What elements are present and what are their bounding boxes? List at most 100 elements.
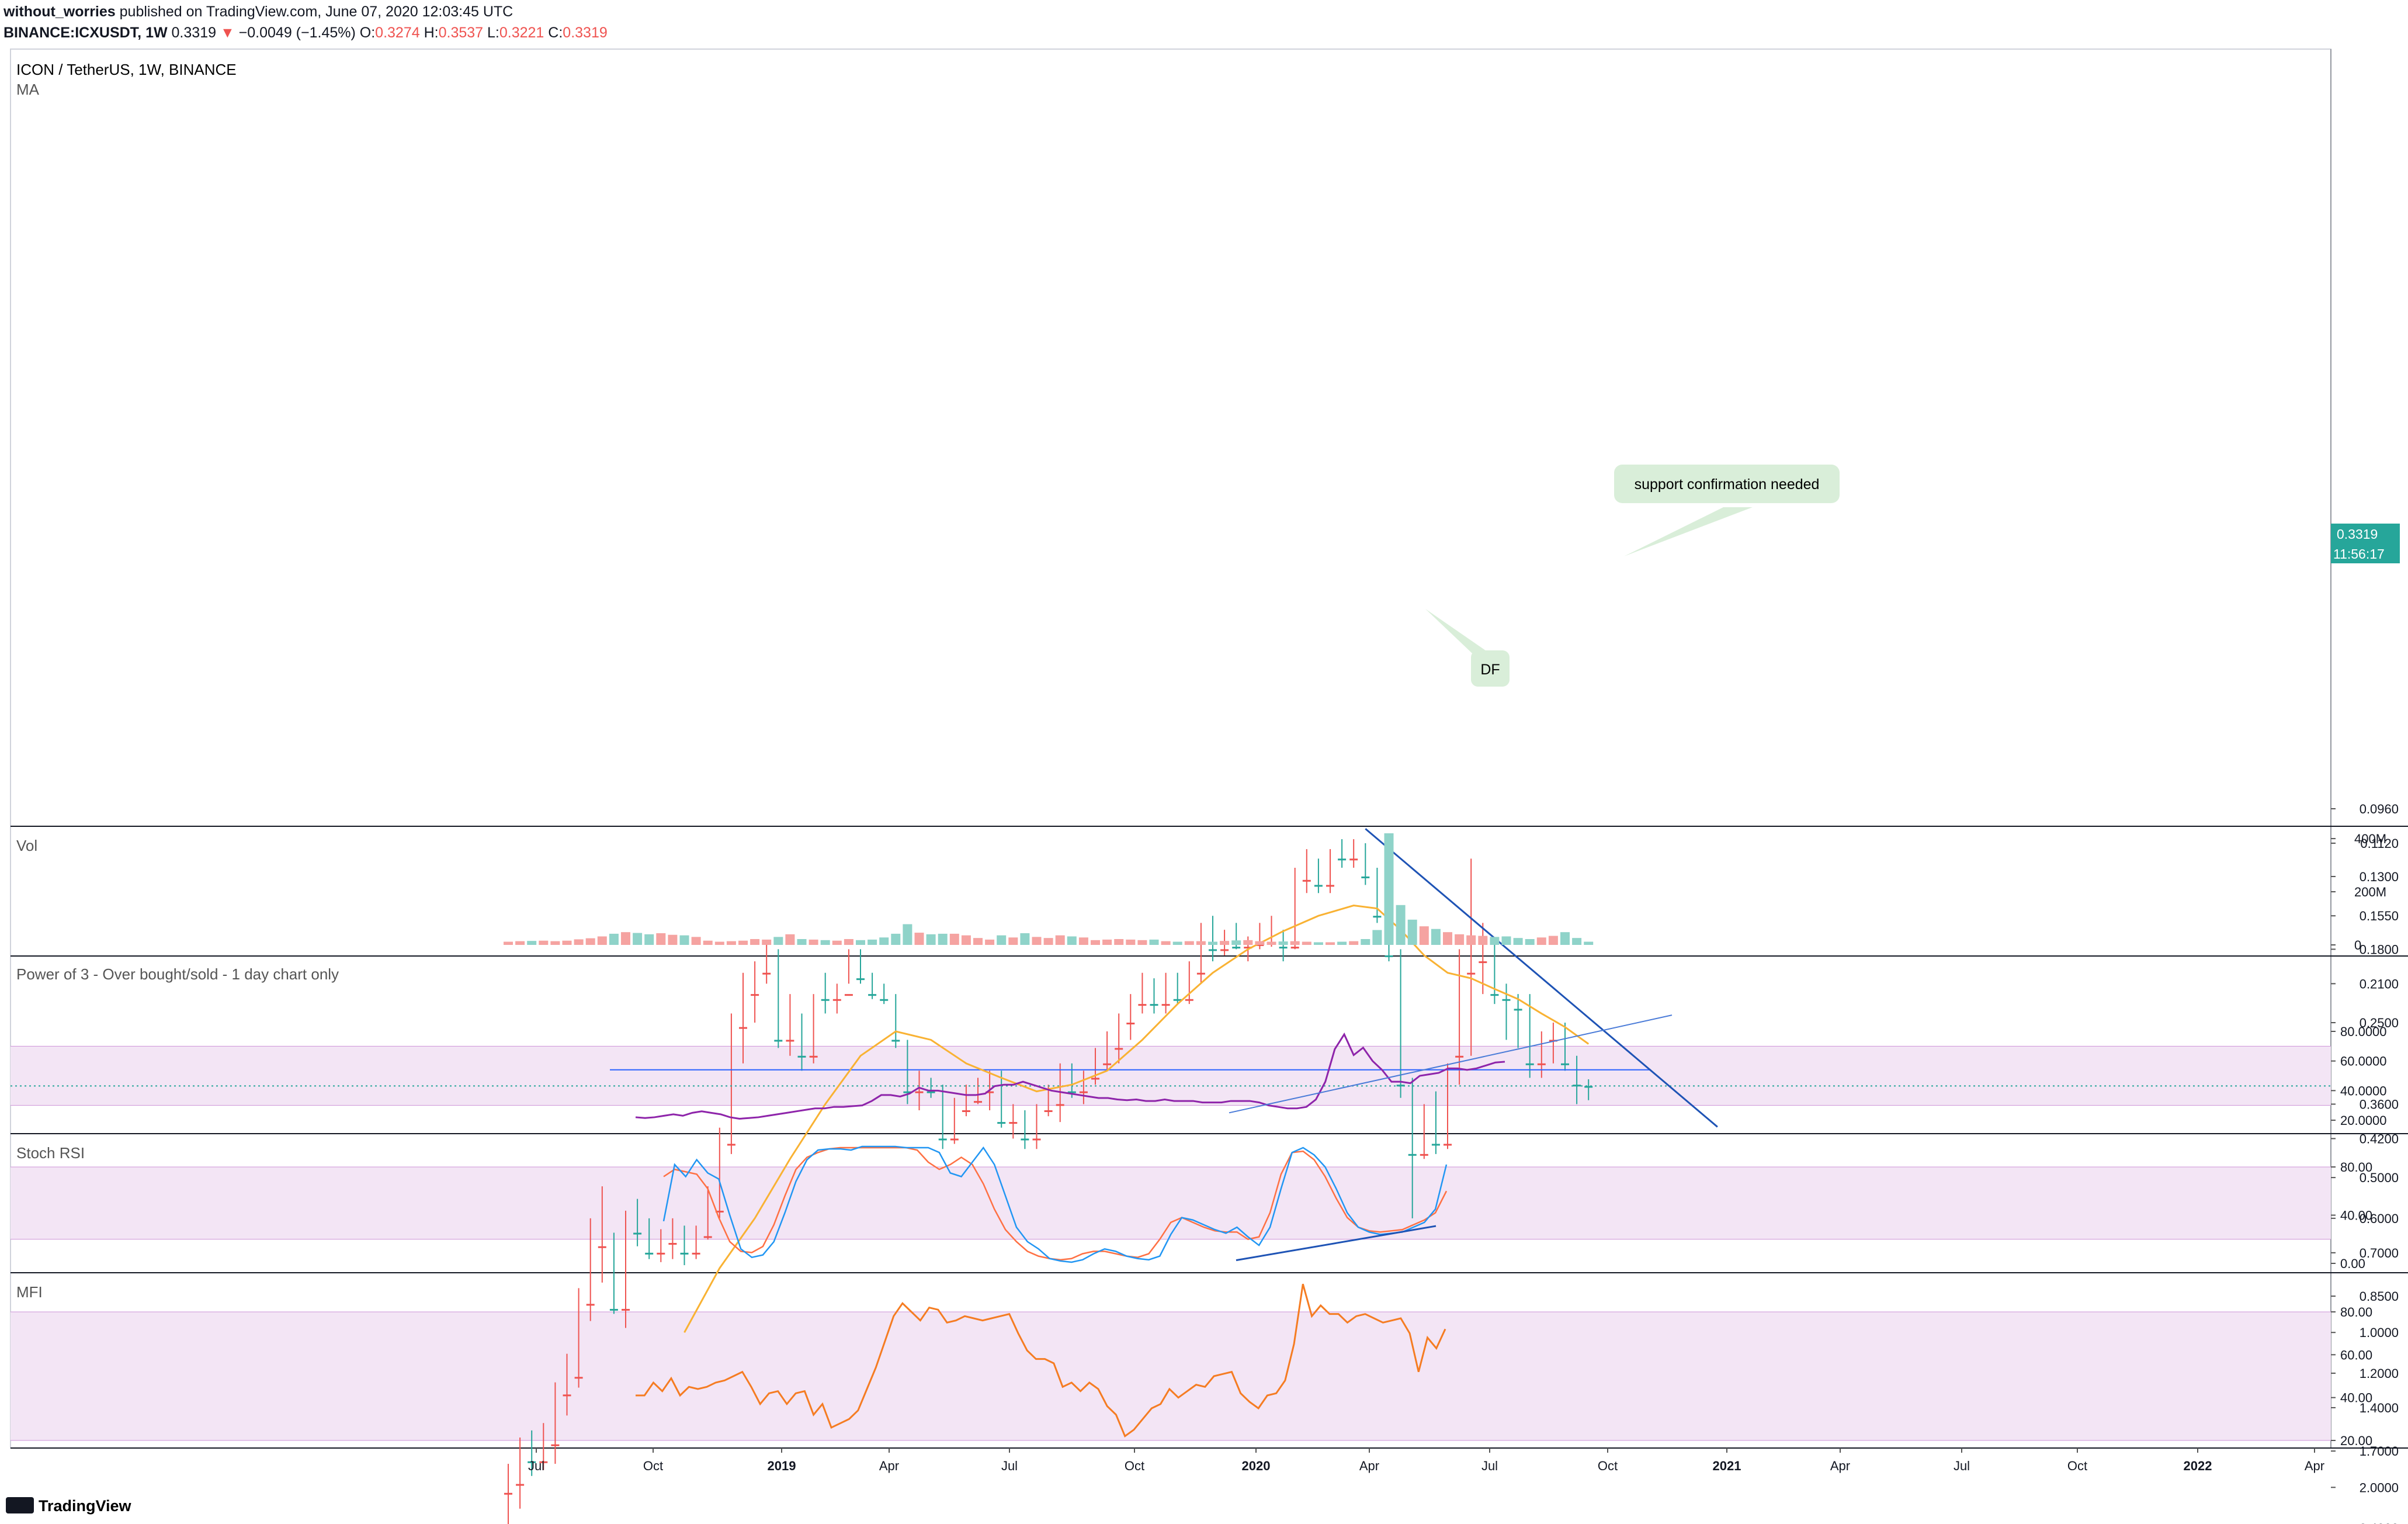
volume-bar [750,938,760,945]
volume-bar [1490,937,1500,945]
candle-body [1479,961,1487,964]
time-tick-label: Oct [1125,1459,1144,1473]
candle-body [1032,1138,1041,1141]
volume-bar [1337,941,1347,945]
support-note[interactable]: support confirmation needed [1614,465,1840,556]
publish-info: published on TradingView.com, June 07, 2… [119,4,513,20]
volume-bar [879,937,889,945]
price-tick-label: 0.2100 [2360,976,2399,991]
close-label: C: [548,25,563,41]
price-tick-label: 1.2000 [2360,1366,2399,1381]
candle-body [1196,972,1205,975]
volume-bar [738,940,748,945]
candle-body [1220,949,1229,951]
price-tick-label: 0.0960 [2360,802,2399,816]
mfi-band [11,1312,2331,1440]
volume-bar [574,939,584,945]
mfi-tick-label: 40.00 [2340,1391,2372,1405]
volume-bar [562,940,572,945]
publisher-name[interactable]: without_worries [4,4,116,20]
candle-body [1138,1004,1147,1006]
stoch-trendline [1236,1225,1437,1262]
volume-bar [550,941,560,945]
volume-bar [1443,932,1452,945]
candle-body [844,994,853,996]
volume-bar [679,935,689,945]
candle-body [504,1492,512,1495]
candle-body [762,972,771,975]
volume-bar [1078,937,1088,945]
candle-body [1232,947,1241,949]
power-tick-label: 20.0000 [2340,1113,2387,1128]
volume-bar [985,939,995,945]
candle-body [1444,1144,1452,1146]
candle-body [891,1040,900,1042]
volume-bar [773,937,783,945]
df-note-text: DF [1480,661,1500,678]
volume-bar [1572,938,1582,945]
volume-bar [1161,941,1171,945]
candle-body [586,1304,595,1306]
price-tick-label: 1.4000 [2360,1401,2399,1415]
candle-body [680,1252,689,1255]
symbol-label: BINANCE:ICXUSDT, 1W [4,25,168,41]
volume-bar [1243,940,1253,945]
candle-body [950,1138,959,1141]
volume-bar [832,940,842,945]
candle-body [1115,1048,1123,1050]
pane-title-power: Power of 3 - Over bought/sold - 1 day ch… [16,965,339,983]
candle-body [927,1091,935,1093]
tradingview-logo[interactable]: TradingView [6,1497,132,1515]
time-tick-label: 2020 [1242,1459,1271,1473]
candle-body [797,1055,806,1058]
time-tick-label: Jul [1481,1459,1498,1473]
pane-title-stoch: Stoch RSI [16,1144,85,1162]
candlesticks[interactable] [504,839,1593,1524]
countdown-badge-box [2331,543,2400,563]
time-tick-label: Oct [643,1459,663,1473]
down-triangle-icon: ▼ [220,25,235,41]
candle-body [1079,1091,1088,1093]
volume-bar [1560,932,1570,945]
time-tick-label: Oct [1598,1459,1618,1473]
candle-body [938,1138,947,1141]
time-tick-label: Apr [879,1459,899,1473]
candle-body [739,1027,747,1029]
volume-bar [949,933,959,945]
candle-body [1009,1122,1018,1124]
volume-bar [1208,941,1217,945]
price-badge-box [2331,524,2400,543]
volume-bar [1419,926,1429,945]
power-tick-label: 60.0000 [2340,1054,2387,1069]
volume-bar [809,939,818,945]
candle-body [1326,885,1334,887]
pane-indicator-ma[interactable]: MA [16,81,40,98]
time-tick-label: Jul [1954,1459,1970,1473]
volume-bar [1466,935,1476,945]
candle-body [609,1308,618,1311]
candle-body [715,1210,724,1213]
candle-body [1537,1063,1546,1065]
candle-body [997,1122,1006,1124]
volume-bar [656,933,666,945]
time-tick-label: Oct [2067,1459,2087,1473]
candle-body [1103,1063,1112,1065]
price-tick-label: 0.5000 [2360,1170,2399,1185]
pane-title-price: ICON / TetherUS, 1W, BINANCE [16,61,237,78]
time-tick-label: 2019 [768,1459,796,1473]
candle-body [1255,944,1264,946]
volume-bar [1290,941,1300,945]
countdown-badge: 11:56:17 [2331,543,2400,563]
volume-tick-label: 400M [2354,832,2386,846]
df-note[interactable]: DF [1425,609,1510,687]
volume-bar [609,933,619,945]
volume-bar [1431,929,1441,945]
candle-body [1373,916,1382,918]
volume-bar [1326,942,1335,945]
volume-bar [1478,936,1488,945]
candle-body [1514,1009,1522,1011]
candle-body [1091,1078,1099,1080]
support-note-box [1614,465,1840,503]
candle-body [986,1091,994,1093]
